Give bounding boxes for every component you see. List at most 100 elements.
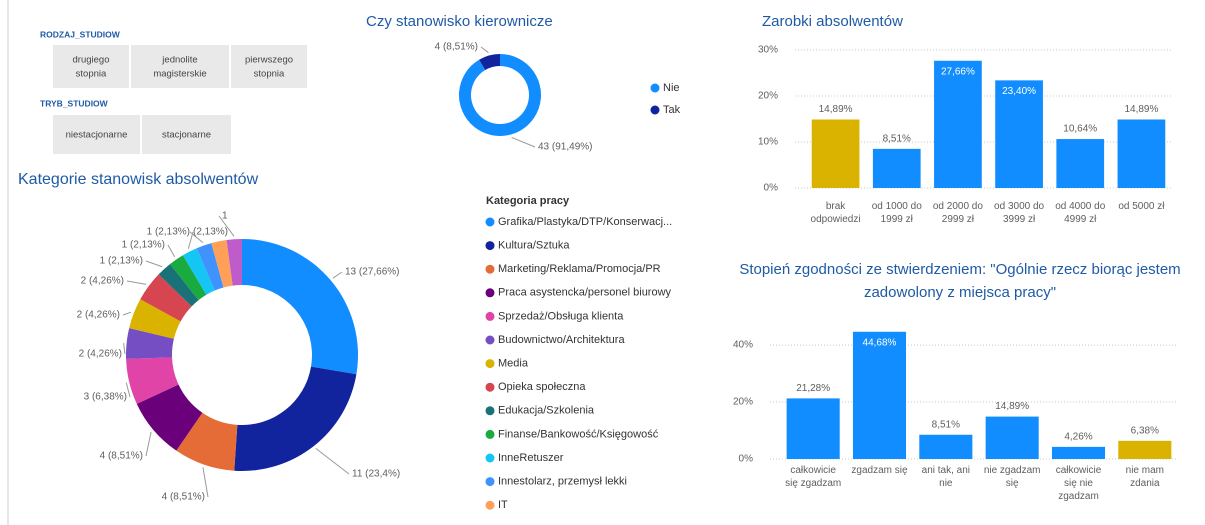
donut-slice	[126, 328, 174, 359]
slicer-option: niestacjonarne	[66, 129, 128, 140]
legend-label: Innestolarz, przemysł lekki	[498, 476, 627, 488]
data-label: 8,51%	[932, 419, 960, 430]
leader-line	[145, 260, 163, 268]
x-tick-label: od 4000 do 4999 zł	[1055, 201, 1105, 225]
x-tick-label: nie mam zdania	[1126, 465, 1164, 489]
x-tick-label: od 2000 do 2999 zł	[933, 201, 983, 225]
data-label: 2 (4,26%)	[77, 310, 120, 321]
donut-slice	[170, 255, 207, 301]
legend-label: Opieka społeczna	[498, 381, 586, 393]
bar	[811, 119, 860, 188]
chart-title: Kategorie stanowisk absolwentów	[18, 171, 259, 188]
legend-label: Praca asystencka/personel biurowy	[498, 287, 672, 299]
y-tick-label: 10%	[758, 137, 778, 148]
legend-label: IT	[498, 499, 508, 511]
slicer-button[interactable]	[131, 45, 229, 88]
legend-marker	[485, 429, 495, 439]
legend-label: Grafika/Plastyka/DTP/Konserwacj...	[498, 216, 672, 228]
slicer-option: jednolite magisterskie	[153, 54, 206, 79]
bar	[919, 434, 973, 459]
leader-line	[202, 467, 209, 498]
data-label: 44,68%	[863, 337, 897, 348]
donut-slice	[140, 274, 192, 322]
x-tick-label: od 5000 zł	[1118, 201, 1165, 212]
data-label: 1 (2,13%)	[122, 240, 165, 251]
leader-line	[123, 343, 126, 355]
bar	[1056, 139, 1105, 188]
leader-line	[145, 431, 152, 457]
slicer-title: RODZAJ_STUDIOW	[40, 29, 121, 39]
data-label: 11 (23,4%)	[352, 469, 400, 480]
legend-marker	[650, 83, 660, 93]
x-tick-label: brak odpowiedzi	[811, 201, 861, 225]
bar	[852, 331, 907, 459]
donut-slice	[158, 263, 199, 307]
slicer-button[interactable]	[53, 115, 140, 154]
leader-line	[187, 231, 194, 249]
x-tick-label: ani tak, ani nie	[922, 465, 970, 489]
donut-slice	[129, 299, 181, 339]
legend-label: Finanse/Bankowość/Księgowość	[498, 428, 659, 440]
y-tick-label: 0%	[764, 183, 779, 194]
legend-marker	[485, 241, 495, 251]
leader-line	[332, 271, 343, 279]
y-tick-label: 0%	[739, 454, 754, 465]
data-label: 8,51%	[883, 133, 911, 144]
legend-label: InneRetuszer	[498, 452, 564, 464]
legend-marker	[485, 382, 495, 392]
slicer-button[interactable]	[53, 45, 129, 88]
y-tick-label: 40%	[733, 340, 753, 351]
slicer-option: stacjonarne	[162, 129, 211, 140]
bar	[934, 60, 982, 188]
data-label: 2 (4,26%)	[81, 276, 124, 287]
leader-line	[126, 280, 147, 285]
donut-slice	[196, 243, 224, 291]
donut-slice	[234, 366, 357, 471]
data-label: 14,89%	[995, 401, 1029, 412]
legend-marker	[485, 406, 495, 416]
data-label: 4 (8,51%)	[435, 42, 478, 53]
slicer-button[interactable]	[231, 45, 307, 88]
bar	[995, 80, 1043, 188]
chart-title: Czy stanowisko kierownicze	[366, 13, 553, 30]
leader-line	[189, 231, 204, 243]
donut-slice	[458, 54, 541, 136]
legend-label: Budownictwo/Architektura	[498, 334, 625, 346]
data-label: 1	[222, 211, 228, 222]
chart-title: Zarobki absolwentów	[762, 13, 903, 30]
legend-marker	[485, 264, 495, 274]
x-tick-label: od 1000 do 1999 zł	[872, 201, 922, 225]
legend-marker	[485, 359, 495, 369]
donut-slice	[211, 240, 233, 288]
legend-marker	[485, 335, 495, 345]
legend-marker	[485, 453, 495, 463]
bar	[1118, 440, 1172, 459]
leader-line	[122, 311, 132, 316]
x-tick-label: od 3000 do 3999 zł	[994, 201, 1044, 225]
leader-line	[480, 46, 489, 53]
legend-title: Kategoria pracy	[486, 195, 570, 207]
leader-line	[218, 215, 235, 237]
legend-marker	[650, 105, 660, 115]
data-label: 21,28%	[796, 383, 830, 394]
donut-slice	[226, 239, 242, 286]
bar	[985, 416, 1039, 459]
bar	[1117, 119, 1166, 188]
leader-line	[511, 136, 536, 148]
x-tick-label: nie zgadzam się	[984, 465, 1041, 489]
legend-marker	[485, 477, 495, 487]
slicer-button[interactable]	[142, 115, 231, 154]
data-label: 1 (2,13%)	[100, 256, 143, 267]
data-label: 10,64%	[1063, 124, 1097, 135]
chart-title: Stopień zgodności ze stwierdzeniem: "Ogó…	[739, 261, 1180, 301]
donut-slice	[126, 357, 179, 404]
slicer-option: drugiego stopnia	[73, 54, 110, 79]
legend-marker	[485, 311, 495, 321]
donut-slice	[176, 412, 238, 471]
legend-label: Nie	[663, 82, 680, 94]
data-label: 14,89%	[1124, 104, 1158, 115]
data-label: 2 (4,26%)	[79, 349, 122, 360]
data-label: 6,38%	[1131, 425, 1159, 436]
donut-slice	[136, 384, 203, 451]
bar	[872, 148, 921, 188]
